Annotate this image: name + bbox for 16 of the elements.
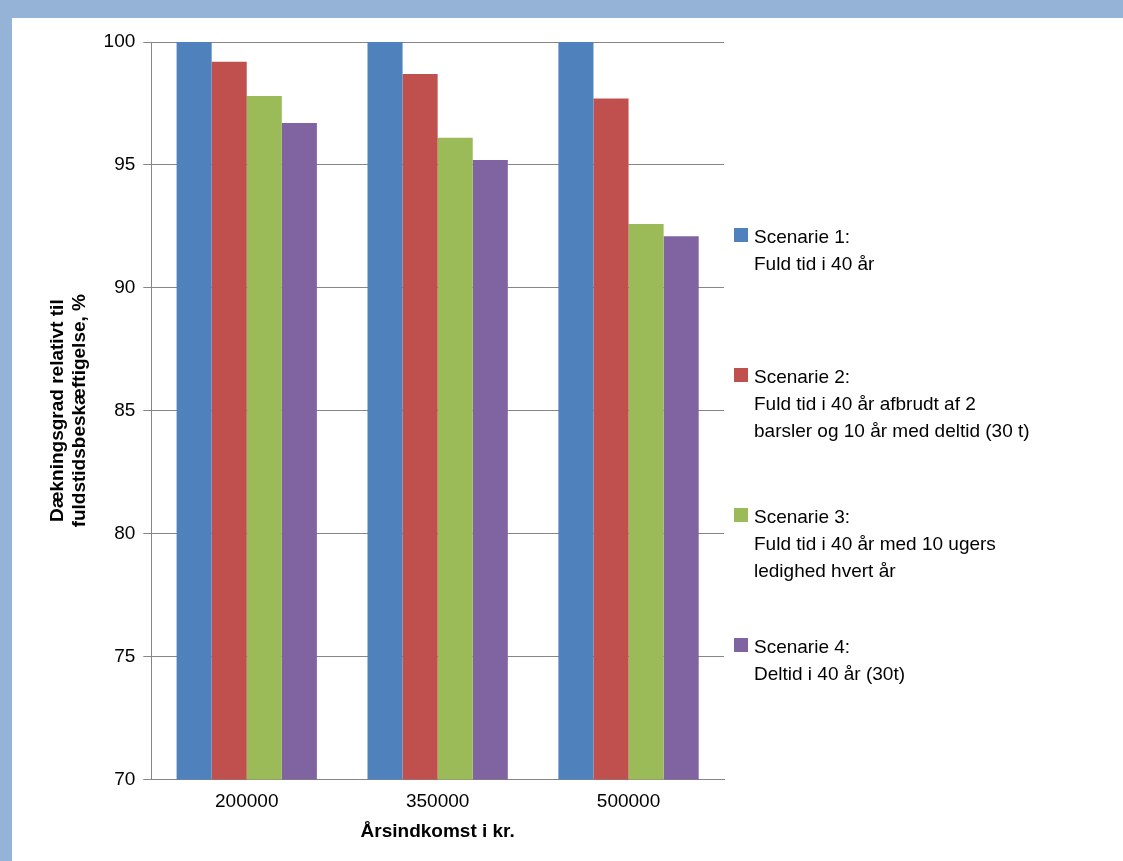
y-tick-label: 70 xyxy=(114,767,136,789)
y-tick-label: 85 xyxy=(114,398,136,420)
x-tick-label: 350000 xyxy=(405,790,470,812)
y-tick-label: 75 xyxy=(114,644,136,666)
legend-label: Scenarie 1: Fuld tid i 40 år xyxy=(754,225,875,276)
y-tick-label: 80 xyxy=(114,521,136,543)
y-axis-title: Dækningsgrad relativt til fuldstidsbeskæftigelse, % xyxy=(45,293,90,528)
y-tick-label: 90 xyxy=(114,276,136,298)
y-tick-label: 95 xyxy=(114,153,136,175)
x-tick-label: 200000 xyxy=(215,790,279,812)
y-tick-label: 100 xyxy=(103,30,136,52)
x-axis-title: Årsindkomst i kr. xyxy=(360,819,515,841)
x-tick-label: 500000 xyxy=(596,790,661,812)
legend-label: Scenarie 3: Fuld tid i 40 år med 10 ugers ledighed hvert år xyxy=(754,505,996,583)
legend-label: Scenarie 2: Fuld tid i 40 år afbrudt af 2 barsler og 10 år med deltid (30 t) xyxy=(754,365,1030,443)
legend-label: Scenarie 4: Deltid i 40 år (30t) xyxy=(754,635,906,686)
